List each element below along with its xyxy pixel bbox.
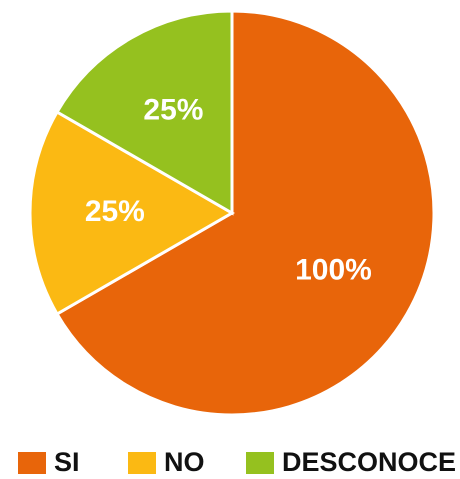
pie-slice — [28, 109, 235, 317]
pie-slice — [55, 9, 234, 216]
value-label: 100% — [295, 254, 372, 287]
legend-swatch — [128, 452, 156, 474]
legend-label: NO — [164, 447, 205, 477]
legend-label: SI — [54, 447, 80, 477]
legend-swatch — [246, 452, 274, 474]
value-label: 25% — [85, 195, 145, 228]
value-label: 25% — [143, 93, 203, 126]
legend-label: DESCONOCE — [282, 447, 456, 477]
legend-swatch — [18, 452, 46, 474]
pie-slice — [55, 9, 436, 417]
